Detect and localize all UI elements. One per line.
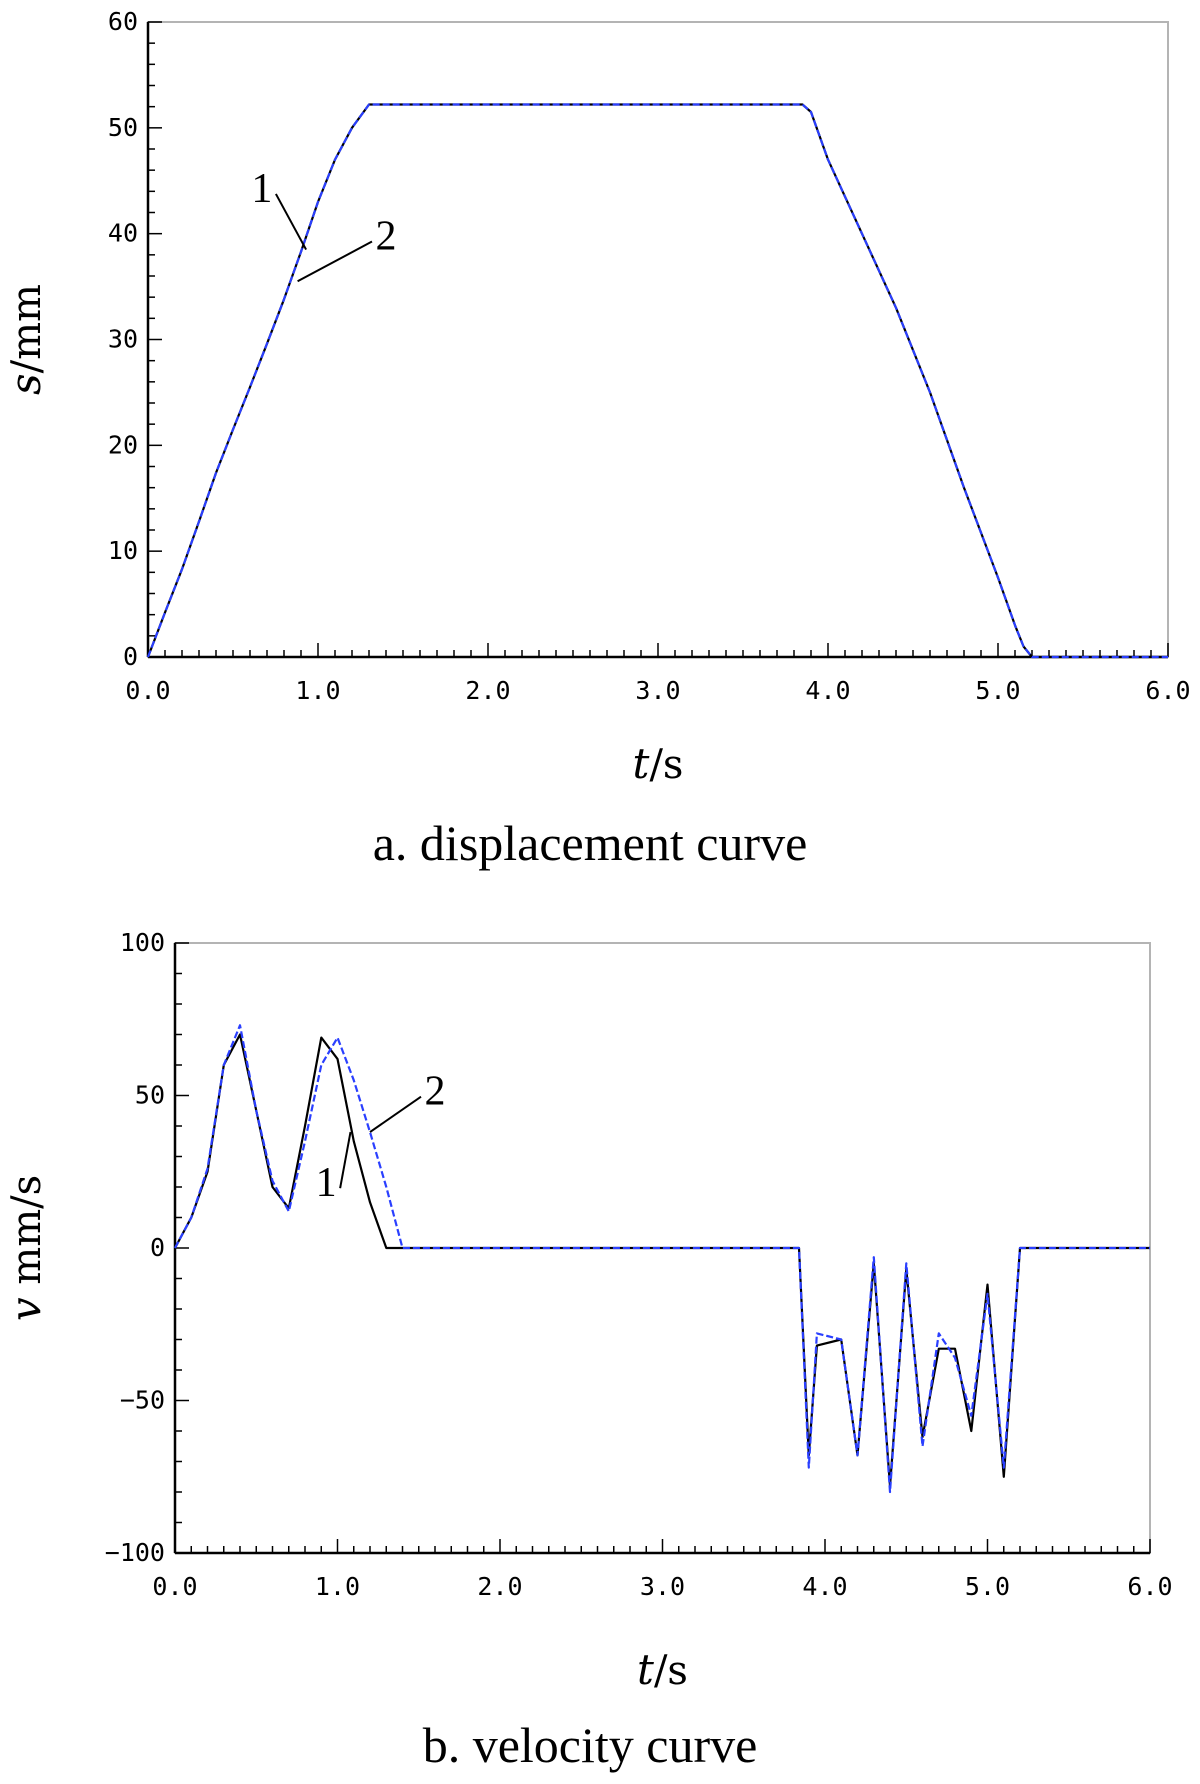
- x-tick-label: 6.0: [1145, 676, 1190, 705]
- x-tick-label: 2.0: [465, 676, 510, 705]
- chart-velocity: −100 −50 0 50 100 0.0 1.0 2.0 3.0 4.0 5.0 6.0 1 2 t/s v…: [1, 928, 1173, 1773]
- y-axis-variable: v: [1, 1297, 50, 1321]
- y-axis-label: v mm/s: [1, 1175, 50, 1321]
- y-tick-label: 40: [108, 219, 138, 248]
- x-axis-label: t/s: [637, 1645, 688, 1694]
- x-tick-label: 0.0: [125, 676, 170, 705]
- x-tick-label: 3.0: [640, 1572, 685, 1601]
- y-tick-label: 60: [108, 7, 138, 36]
- y-tick-label: −100: [105, 1538, 165, 1567]
- y-axis-variable: s: [1, 373, 50, 395]
- chart-displacement: 0 10 20 30 40 50 60 0.0 1.0 2.0 3.0 4.0 5.0 6.0 1 2 t/s s…: [1, 7, 1191, 871]
- curve-label-2: 2: [425, 1069, 446, 1115]
- series-line-2: [146, 103, 1168, 659]
- x-tick-label: 0.0: [152, 1572, 197, 1601]
- y-tick-label: 30: [108, 325, 138, 354]
- y-tick-label: 100: [120, 928, 165, 957]
- curve-label-1: 1: [316, 1160, 337, 1206]
- x-tick-label: 5.0: [965, 1572, 1010, 1601]
- x-tick-label: 2.0: [477, 1572, 522, 1601]
- y-tick-label: −50: [120, 1386, 165, 1415]
- x-tick-label: 1.0: [315, 1572, 360, 1601]
- y-tick-label: 50: [135, 1081, 165, 1110]
- curve-label-2: 2: [376, 214, 397, 260]
- x-tick-label: 4.0: [802, 1572, 847, 1601]
- series-line-1: [146, 103, 1168, 659]
- x-axis-variable: t: [633, 739, 650, 788]
- x-tick-label: 4.0: [805, 676, 850, 705]
- x-tick-label: 1.0: [295, 676, 340, 705]
- y-tick-label: 50: [108, 113, 138, 142]
- y-tick-label: 10: [108, 536, 138, 565]
- x-tick-label: 5.0: [975, 676, 1020, 705]
- annotation-leader-2: [369, 1095, 422, 1133]
- y-tick-label: 0: [150, 1233, 165, 1262]
- annotation-leader-2: [297, 240, 373, 283]
- x-axis-unit: /s: [649, 742, 683, 788]
- x-tick-label: 6.0: [1127, 1572, 1172, 1601]
- chart-caption: b. velocity curve: [423, 1717, 758, 1773]
- annotation-leader-1: [275, 193, 307, 251]
- x-axis-variable: t: [637, 1645, 654, 1694]
- x-axis-unit: /s: [654, 1648, 688, 1694]
- series-line-1: [174, 1033, 1150, 1487]
- plot-frame: [147, 21, 1169, 658]
- y-axis-label: s/mm: [1, 284, 50, 395]
- x-tick-label: 3.0: [635, 676, 680, 705]
- y-axis-unit: /mm: [4, 284, 50, 373]
- series-line-2: [174, 1024, 1150, 1494]
- y-axis-unit: mm/s: [4, 1175, 50, 1298]
- y-tick-label: 0: [123, 642, 138, 671]
- curve-label-1: 1: [251, 166, 272, 212]
- x-axis-label: t/s: [633, 739, 684, 788]
- y-tick-label: 20: [108, 430, 138, 459]
- chart-caption: a. displacement curve: [373, 815, 808, 871]
- annotation-leader-1: [339, 1131, 352, 1189]
